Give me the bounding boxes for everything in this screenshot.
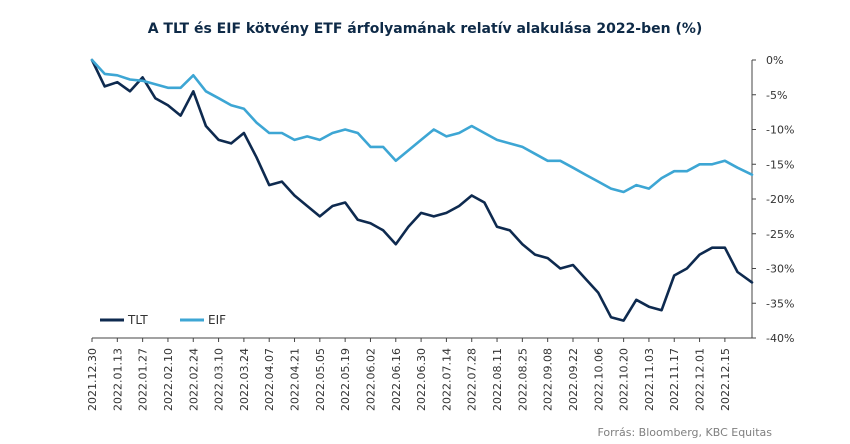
x-tick-label: 2022.12.15	[719, 348, 732, 411]
x-tick-label: 2022.02.10	[162, 348, 175, 411]
x-tick-label: 2022.07.14	[440, 348, 453, 411]
x-tick-label: 2022.03.10	[213, 348, 226, 411]
x-tick-label: 2022.05.19	[339, 348, 352, 411]
y-tick-label: -25%	[766, 228, 794, 241]
legend-label-eif: EIF	[208, 313, 226, 327]
x-tick-label: 2022.10.20	[618, 348, 631, 411]
y-tick-label: -20%	[766, 193, 794, 206]
y-tick-label: -35%	[766, 297, 794, 310]
x-tick-label: 2022.09.22	[567, 348, 580, 411]
x-tick-label: 2022.06.16	[390, 348, 403, 411]
y-tick-label: 0%	[766, 54, 783, 67]
y-tick-label: -5%	[766, 89, 787, 102]
x-tick-label: 2022.01.13	[111, 348, 124, 411]
source-note: Forrás: Bloomberg, KBC Equitas	[597, 426, 772, 439]
x-tick-label: 2022.09.08	[542, 348, 555, 411]
x-tick-label: 2022.08.11	[491, 348, 504, 411]
y-tick-label: -40%	[766, 332, 794, 345]
x-tick-label: 2022.05.05	[314, 348, 327, 411]
x-tick-label: 2022.12.01	[694, 348, 707, 411]
x-axis: 2021.12.30 2022.01.13 2022.01.27 2022.02.10…	[86, 337, 752, 411]
series-lines	[90, 58, 754, 322]
y-axis: 0% -5% -10% -15% -20% -25% -30% -35% -40%	[751, 54, 794, 345]
legend-label-tlt: TLT	[127, 313, 148, 327]
x-tick-label: 2022.04.07	[263, 348, 276, 411]
x-tick-label: 2022.01.27	[137, 348, 150, 411]
chart-title: A TLT és EIF kötvény ETF árfolyamának re…	[147, 21, 703, 37]
x-tick-label: 2022.06.02	[364, 348, 377, 411]
y-tick-label: -30%	[766, 263, 794, 276]
series-line-eif	[90, 58, 754, 194]
x-tick-label: 2022.06.30	[415, 348, 428, 411]
x-tick-label: 2022.11.03	[643, 348, 656, 411]
y-tick-label: -15%	[766, 158, 794, 171]
x-tick-label: 2022.08.25	[516, 348, 529, 411]
y-tick-label: -10%	[766, 124, 794, 137]
x-tick-label: 2022.07.28	[466, 348, 479, 411]
x-tick-label: 2022.10.06	[592, 348, 605, 411]
x-tick-label: 2022.04.21	[289, 348, 302, 411]
legend: TLT EIF	[100, 313, 226, 327]
series-line-tlt	[90, 58, 754, 322]
x-tick-label: 2022.02.24	[187, 348, 200, 411]
x-tick-label: 2022.11.17	[668, 348, 681, 411]
x-tick-label: 2021.12.30	[86, 348, 99, 411]
x-tick-label: 2022.03.24	[238, 348, 251, 411]
